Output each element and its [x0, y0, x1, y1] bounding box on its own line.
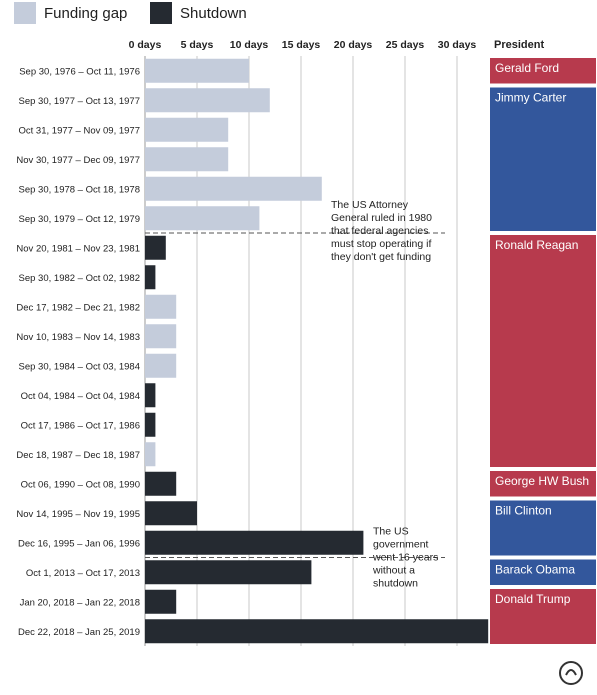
row-label: Sep 30, 1977 – Oct 13, 1977 — [19, 96, 140, 107]
row-label: Oct 31, 1977 – Nov 09, 1977 — [19, 125, 140, 136]
annotation-text: shutdown — [373, 578, 418, 590]
bar — [145, 58, 249, 83]
president-block — [490, 58, 596, 84]
bar — [145, 442, 156, 467]
bar — [145, 265, 156, 290]
president-block — [490, 500, 596, 556]
annotation-text: that federal agencies — [331, 225, 428, 237]
row-label: Sep 30, 1979 – Oct 12, 1979 — [19, 214, 140, 225]
row-label: Sep 30, 1984 – Oct 03, 1984 — [19, 361, 140, 372]
bar — [145, 147, 229, 172]
president-label: Donald Trump — [495, 592, 571, 606]
x-tick-label: 15 days — [282, 39, 321, 51]
row-label: Oct 06, 1990 – Oct 08, 1990 — [21, 479, 140, 490]
annotation-text: General ruled in 1980 — [331, 212, 432, 224]
row-label: Oct 04, 1984 – Oct 04, 1984 — [21, 391, 140, 402]
legend-swatch-funding-gap — [14, 2, 36, 24]
annotation-text: went 16 years — [372, 552, 438, 564]
row-label: Jan 20, 2018 – Jan 22, 2018 — [20, 597, 140, 608]
annotation-text: without a — [372, 565, 415, 577]
row-label: Oct 17, 1986 – Oct 17, 1986 — [21, 420, 140, 431]
row-label: Nov 14, 1995 – Nov 19, 1995 — [16, 509, 140, 520]
bar — [145, 619, 489, 644]
president-block — [490, 471, 596, 497]
row-label: Nov 20, 1981 – Nov 23, 1981 — [16, 243, 140, 254]
annotation-text: The US — [373, 526, 409, 538]
bar — [145, 88, 270, 113]
bar — [145, 176, 322, 201]
bar — [145, 530, 364, 555]
legend-swatch-shutdown — [150, 2, 172, 24]
annotation-text: government — [373, 539, 429, 551]
president-label: Bill Clinton — [495, 504, 552, 518]
row-label: Dec 18, 1987 – Dec 18, 1987 — [16, 450, 140, 461]
annotation-text: they don't get funding — [331, 251, 431, 263]
president-label: Jimmy Carter — [495, 91, 566, 105]
bar — [145, 117, 229, 142]
x-tick-label: 0 days — [129, 39, 162, 51]
row-label: Oct 1, 2013 – Oct 17, 2013 — [26, 568, 140, 579]
president-label: George HW Bush — [495, 474, 589, 488]
x-tick-label: 5 days — [181, 39, 214, 51]
legend-item-shutdown: Shutdown — [150, 2, 247, 24]
president-header: President — [494, 39, 544, 51]
x-tick-label: 20 days — [334, 39, 373, 51]
legend-label-shutdown: Shutdown — [180, 4, 247, 22]
broadcaster-logo-icon — [559, 661, 583, 685]
row-label: Sep 30, 1976 – Oct 11, 1976 — [19, 66, 140, 77]
bar — [145, 589, 177, 614]
legend: Funding gap Shutdown — [0, 0, 300, 26]
president-label: Barack Obama — [495, 563, 575, 577]
legend-label-funding-gap: Funding gap — [44, 4, 128, 22]
president-block — [490, 559, 596, 585]
row-label: Nov 30, 1977 – Dec 09, 1977 — [16, 155, 140, 166]
president-block — [490, 235, 596, 467]
bar — [145, 412, 156, 437]
president-label: Gerald Ford — [495, 61, 559, 75]
x-tick-label: 25 days — [386, 39, 425, 51]
row-label: Dec 22, 2018 – Jan 25, 2019 — [18, 627, 140, 638]
legend-item-funding-gap: Funding gap — [14, 2, 127, 24]
bar — [145, 560, 312, 585]
bar — [145, 206, 260, 231]
bar — [145, 235, 166, 260]
row-label: Sep 30, 1982 – Oct 02, 1982 — [19, 273, 140, 284]
annotation-text: must stop operating if — [331, 238, 431, 250]
row-label: Sep 30, 1978 – Oct 18, 1978 — [19, 184, 140, 195]
row-label: Nov 10, 1983 – Nov 14, 1983 — [16, 332, 140, 343]
bar — [145, 383, 156, 408]
bar — [145, 324, 177, 349]
row-label: Dec 16, 1995 – Jan 06, 1996 — [18, 538, 140, 549]
shutdown-bar-chart: 0 days 5 days 10 days 15 days 20 days 25 days… — [16, 39, 596, 646]
bar — [145, 353, 177, 378]
bar — [145, 471, 177, 496]
bar — [145, 501, 197, 526]
row-label: Dec 17, 1982 – Dec 21, 1982 — [16, 302, 140, 313]
x-tick-label: 10 days — [230, 39, 269, 51]
president-block — [490, 589, 596, 644]
president-block — [490, 87, 596, 231]
bar — [145, 294, 177, 319]
annotation-text: The US Attorney — [331, 199, 409, 211]
president-label: Ronald Reagan — [495, 238, 578, 252]
x-tick-label: 30 days — [438, 39, 477, 51]
